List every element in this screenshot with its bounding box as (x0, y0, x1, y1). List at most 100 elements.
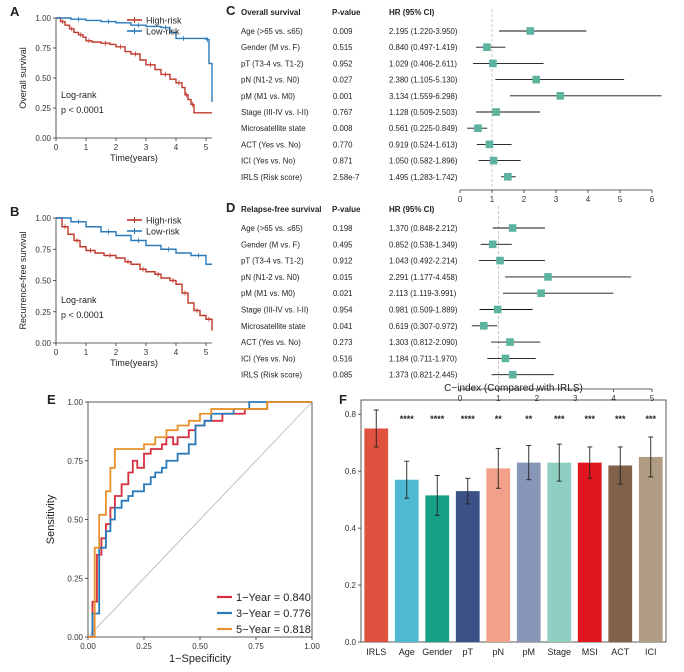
panel-letter: A (10, 4, 20, 19)
significance-label: ** (495, 414, 503, 424)
y-tick-label: 0.50 (35, 74, 51, 83)
x-tick-label: 2 (114, 143, 119, 152)
roc-panel: E 0.00 0.25 0.50 0.75 1.00 0.00 0.25 0.50 0.75 1.0… (45, 392, 320, 665)
logrank-annotation: p < 0.0001 (61, 310, 104, 320)
category-label: Gender (422, 647, 452, 657)
forest-row-label: pN (N1-2 vs. N0) (241, 273, 300, 282)
forest-row-pvalue: 0.767 (333, 108, 353, 117)
forest-row-label: Age (>65 vs. ≤65) (241, 27, 303, 36)
forest-row-label: Microsatellite state (241, 124, 306, 133)
x-tick-label: 2 (114, 348, 119, 357)
bar (486, 468, 511, 642)
x-tick-label: 0 (458, 195, 463, 204)
x-tick-label: 3 (573, 394, 578, 403)
hr-point (474, 124, 482, 132)
forest-row-pvalue: 0.952 (333, 59, 353, 68)
category-label: MSI (582, 647, 598, 657)
x-tick-label: 0.25 (136, 642, 152, 651)
forest-row-pvalue: 0.027 (333, 76, 353, 85)
significance-label: **** (430, 414, 445, 424)
forest-title: Overall survival (241, 8, 301, 17)
x-tick-label: 1 (490, 195, 495, 204)
x-tick-label: 1 (84, 348, 89, 357)
x-tick-label: 1 (84, 143, 89, 152)
x-tick-label: 0.00 (80, 642, 96, 651)
bar (638, 456, 663, 642)
y-tick-label: 0.2 (345, 581, 357, 590)
forest-row-hr: 1.370 (0.848-2.212) (389, 224, 458, 233)
forest-row-pvalue: 0.198 (333, 224, 353, 233)
panel-letter: D (226, 200, 235, 215)
x-tick-label: 2 (522, 195, 527, 204)
hr-point (532, 75, 540, 84)
km-curve-high-risk (56, 217, 213, 331)
x-tick-label: 0.50 (192, 642, 208, 651)
forest-row-hr: 0.981 (0.509-1.889) (389, 306, 458, 315)
bar (577, 462, 602, 642)
x-axis-label: 1−Specificity (169, 653, 232, 665)
hr-point (485, 140, 494, 149)
hr-point (501, 354, 510, 363)
forest-row-hr: 1.050 (0.582-1.896) (389, 157, 458, 166)
forest-row-label: IRLS (Risk score) (241, 371, 302, 380)
x-tick-label: 4 (611, 394, 616, 403)
legend-entry: 1−Year = 0.840 (236, 592, 311, 604)
forest-row-label: pM (M1 vs. M0) (241, 92, 296, 101)
category-label: pM (522, 647, 535, 657)
cindex-panel: F C−index (Compared with IRLS) 0.0 0.2 0.4 0.… (339, 383, 667, 657)
y-tick-label: 1.00 (35, 14, 51, 23)
col-header-p: P-value (332, 205, 361, 214)
forest-row-hr: 1.128 (0.509-2.503) (389, 108, 458, 117)
y-tick-label: 0.50 (35, 277, 51, 286)
forest-row-label: ICI (Yes vs. No) (241, 354, 296, 363)
hr-point (556, 92, 565, 100)
forest-row-pvalue: 0.001 (333, 92, 353, 101)
panel-letter: C (226, 3, 236, 18)
forest-row-label: Age (>65 vs. ≤65) (241, 224, 303, 233)
hr-point (508, 370, 517, 379)
panel-letter: E (47, 392, 56, 407)
x-tick-label: 4 (586, 195, 591, 204)
bar (608, 465, 633, 642)
km-curve-low-risk (56, 17, 213, 102)
forest-row-label: pM (M1 vs. M0) (241, 289, 296, 298)
y-axis-label: Sensitivity (45, 494, 57, 544)
significance-label: *** (645, 414, 656, 424)
forest-row-pvalue: 0.273 (333, 338, 353, 347)
logrank-annotation: Log-rank (61, 295, 97, 305)
significance-label: *** (554, 414, 565, 424)
forest-row-pvalue: 0.021 (333, 289, 353, 298)
legend-entry: Low-risk (146, 27, 180, 37)
forest-row-hr: 2.380 (1.105-5.130) (389, 76, 458, 85)
forest-row-pvalue: 0.009 (333, 27, 353, 36)
x-tick-label: 2 (535, 394, 540, 403)
forest-panel-d: D Relapse-free survival P-value HR (95% CI)… (226, 200, 655, 403)
hr-point (544, 273, 552, 281)
y-tick-label: 0.0 (345, 638, 357, 647)
hr-point (508, 224, 517, 232)
legend-entry: Low-risk (146, 227, 180, 237)
forest-row-hr: 2.113 (1.119-3.991) (389, 289, 457, 298)
roc-curve-2 (88, 401, 312, 638)
hr-point (479, 322, 488, 330)
forest-row-pvalue: 0.008 (333, 124, 353, 133)
forest-row-pvalue: 0.015 (333, 273, 353, 282)
bar (547, 462, 572, 642)
col-header-hr: HR (95% CI) (389, 8, 435, 17)
forest-row-hr: 1.303 (0.812-2.090) (389, 338, 458, 347)
km-curve-high-risk (56, 17, 212, 114)
y-tick-label: 0.75 (35, 245, 51, 254)
y-tick-label: 0.25 (67, 574, 83, 583)
forest-row-label: IRLS (Risk score) (241, 173, 302, 182)
y-tick-label: 1.00 (67, 398, 83, 407)
forest-row-hr: 0.840 (0.497-1.419) (389, 43, 458, 52)
forest-row-pvalue: 0.954 (333, 306, 353, 315)
forest-row-label: Gender (M vs. F) (241, 43, 300, 52)
y-axis-label: Overall survival (18, 47, 28, 109)
forest-row-hr: 0.852 (0.538-1.349) (389, 240, 458, 249)
forest-row-hr: 0.619 (0.307-0.972) (389, 322, 458, 331)
panel-letter: F (339, 392, 347, 407)
y-tick-label: 0.25 (35, 308, 51, 317)
y-tick-label: 0.00 (35, 339, 51, 348)
